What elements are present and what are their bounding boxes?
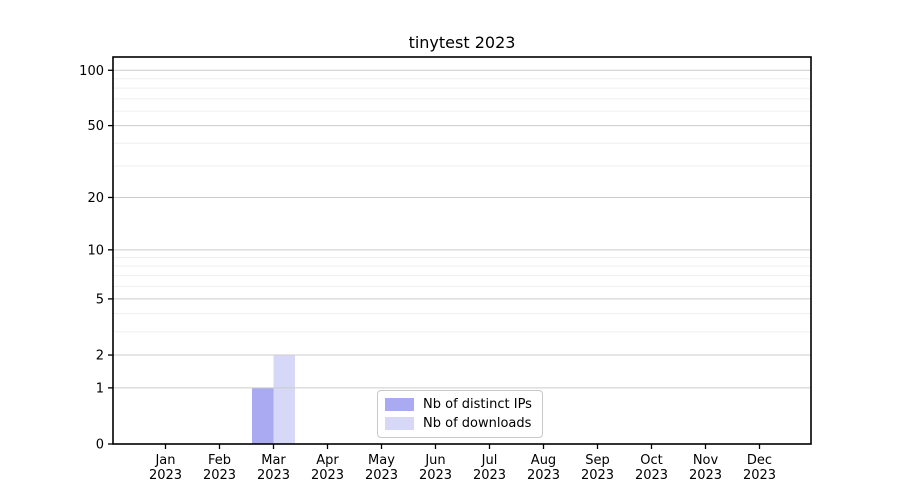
legend: Nb of distinct IPs Nb of downloads: [377, 390, 543, 438]
y-tick-label: 1: [96, 381, 104, 396]
legend-label-distinct-ips: Nb of distinct IPs: [423, 397, 532, 412]
x-tick-label-month: Jan: [154, 453, 175, 468]
x-tick-label-year: 2023: [203, 468, 236, 483]
x-tick-label-month: Mar: [261, 453, 286, 468]
y-tick-label: 50: [87, 119, 104, 134]
x-tick-label-year: 2023: [473, 468, 506, 483]
legend-swatch-distinct-ips: [385, 398, 414, 411]
x-tick-label-month: Aug: [531, 453, 556, 468]
x-tick-label-month: Dec: [747, 453, 772, 468]
x-tick-label-month: Nov: [693, 453, 719, 468]
chart-title: tinytest 2023: [408, 33, 516, 52]
x-tick-label-month: Apr: [316, 453, 339, 468]
bar-nb-of-distinct-ips: [252, 387, 274, 444]
legend-label-downloads: Nb of downloads: [423, 416, 532, 431]
x-tick-label-year: 2023: [743, 468, 776, 483]
x-tick-label-month: Feb: [208, 453, 231, 468]
y-tick-label: 0: [96, 438, 104, 453]
legend-item-downloads: Nb of downloads: [385, 416, 532, 431]
x-tick-label-month: Jun: [424, 453, 445, 468]
x-tick-label-year: 2023: [311, 468, 344, 483]
x-tick-label-month: Oct: [640, 453, 662, 468]
legend-swatch-downloads: [385, 417, 414, 430]
y-tick-label: 5: [96, 292, 104, 307]
x-tick-label-year: 2023: [257, 468, 290, 483]
bar-nb-of-downloads: [273, 355, 295, 444]
x-tick-label-month: May: [368, 453, 395, 468]
y-tick-label: 10: [87, 243, 104, 258]
x-tick-label-year: 2023: [527, 468, 560, 483]
y-tick-label: 20: [87, 191, 104, 206]
x-tick-label-month: Sep: [585, 453, 610, 468]
x-tick-label-month: Jul: [481, 453, 498, 468]
x-tick-label-year: 2023: [581, 468, 614, 483]
x-tick-label-year: 2023: [365, 468, 398, 483]
legend-item-distinct-ips: Nb of distinct IPs: [385, 397, 532, 412]
x-tick-label-year: 2023: [635, 468, 668, 483]
y-tick-label: 2: [96, 349, 104, 364]
x-tick-label-year: 2023: [419, 468, 452, 483]
y-tick-label: 100: [79, 64, 104, 79]
plot-frame: [112, 56, 812, 445]
x-tick-label-year: 2023: [689, 468, 722, 483]
x-tick-label-year: 2023: [149, 468, 182, 483]
